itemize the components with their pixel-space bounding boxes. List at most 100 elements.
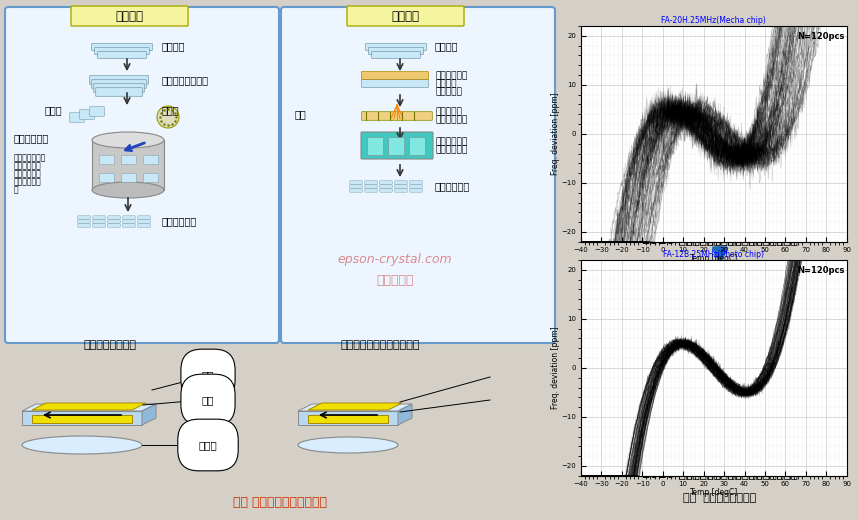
FancyBboxPatch shape — [108, 220, 120, 223]
FancyBboxPatch shape — [123, 220, 136, 223]
Text: 2016 规格振荡单元（光刻加工）的温度特性: 2016 规格振荡单元（光刻加工）的温度特性 — [642, 469, 798, 482]
FancyBboxPatch shape — [138, 220, 150, 223]
FancyBboxPatch shape — [365, 185, 378, 188]
FancyBboxPatch shape — [100, 155, 114, 164]
Bar — [92, 140, 164, 190]
Text: 切割（机械加工）: 切割（机械加工） — [162, 75, 209, 85]
FancyBboxPatch shape — [380, 181, 392, 184]
FancyBboxPatch shape — [108, 216, 120, 219]
Polygon shape — [308, 415, 388, 423]
FancyBboxPatch shape — [94, 48, 149, 55]
Text: 研磨剂和内壁: 研磨剂和内壁 — [14, 162, 42, 171]
FancyBboxPatch shape — [361, 72, 428, 80]
FancyBboxPatch shape — [362, 112, 432, 120]
FancyBboxPatch shape — [90, 107, 105, 116]
Title: FA-20H.25MHz(Mecha chip): FA-20H.25MHz(Mecha chip) — [662, 16, 766, 25]
Text: 倒角加工工艺: 倒角加工工艺 — [14, 133, 49, 143]
Text: 原来（倒角加工）: 原来（倒角加工） — [83, 340, 136, 350]
FancyBboxPatch shape — [372, 51, 420, 58]
Text: 电极: 电极 — [202, 395, 214, 405]
Text: （光刻胶）: （光刻胶） — [435, 87, 462, 97]
FancyBboxPatch shape — [395, 185, 408, 188]
Text: 研磨剂: 研磨剂 — [162, 105, 179, 115]
Text: 基片加工结束: 基片加工结束 — [162, 216, 197, 226]
Y-axis label: Freq. deviation [ppm]: Freq. deviation [ppm] — [551, 327, 559, 409]
Bar — [409, 137, 425, 155]
Polygon shape — [22, 411, 142, 425]
Text: 之间的摩擦来: 之间的摩擦来 — [14, 170, 42, 178]
FancyBboxPatch shape — [143, 155, 158, 164]
Text: 石英晶片: 石英晶片 — [162, 41, 185, 51]
Bar — [388, 137, 404, 155]
FancyBboxPatch shape — [93, 220, 106, 223]
Text: 石英晶片: 石英晶片 — [435, 41, 458, 51]
Text: 石英片: 石英片 — [45, 105, 62, 115]
Text: 膜的形成: 膜的形成 — [435, 80, 456, 88]
Text: 工: 工 — [14, 186, 19, 194]
FancyBboxPatch shape — [98, 51, 147, 58]
FancyBboxPatch shape — [92, 44, 153, 50]
Polygon shape — [308, 403, 402, 410]
Text: 机械加工: 机械加工 — [116, 9, 143, 22]
Polygon shape — [398, 404, 412, 425]
Polygon shape — [298, 411, 398, 425]
FancyBboxPatch shape — [78, 216, 90, 219]
FancyBboxPatch shape — [350, 189, 362, 192]
FancyBboxPatch shape — [94, 84, 144, 93]
FancyBboxPatch shape — [78, 224, 90, 227]
FancyBboxPatch shape — [361, 132, 433, 159]
FancyBboxPatch shape — [80, 110, 94, 119]
FancyBboxPatch shape — [92, 80, 147, 88]
Text: N=120pcs: N=120pcs — [797, 32, 844, 42]
Text: 使用蚀刻工艺: 使用蚀刻工艺 — [435, 137, 468, 147]
Circle shape — [157, 106, 179, 128]
Polygon shape — [22, 404, 156, 411]
FancyBboxPatch shape — [93, 224, 106, 227]
FancyBboxPatch shape — [410, 189, 422, 192]
FancyBboxPatch shape — [122, 174, 136, 183]
X-axis label: Temp.[degC]: Temp.[degC] — [690, 488, 738, 497]
Ellipse shape — [298, 437, 398, 453]
FancyBboxPatch shape — [380, 185, 392, 188]
FancyBboxPatch shape — [365, 189, 378, 192]
FancyBboxPatch shape — [369, 48, 423, 55]
Text: 原版: 原版 — [295, 109, 307, 119]
FancyBboxPatch shape — [361, 80, 428, 87]
FancyBboxPatch shape — [410, 185, 422, 188]
FancyBboxPatch shape — [69, 113, 84, 122]
FancyBboxPatch shape — [410, 181, 422, 184]
FancyBboxPatch shape — [281, 7, 555, 343]
Text: 图２ 石英片加工技术之比较: 图２ 石英片加工技术之比较 — [233, 496, 327, 509]
Text: epson-crystal.com: epson-crystal.com — [338, 253, 452, 266]
FancyBboxPatch shape — [138, 224, 150, 227]
FancyBboxPatch shape — [90, 76, 148, 84]
Text: 基片加工结束: 基片加工结束 — [435, 181, 470, 191]
Text: 印制蚀刻（印制蚀刻加工）: 印制蚀刻（印制蚀刻加工） — [341, 340, 420, 350]
FancyBboxPatch shape — [347, 6, 464, 26]
FancyBboxPatch shape — [143, 174, 158, 183]
FancyBboxPatch shape — [350, 181, 362, 184]
Text: 图３  温度特性偏差比较: 图３ 温度特性偏差比较 — [683, 493, 757, 503]
Polygon shape — [32, 403, 146, 410]
Text: N=120pcs: N=120pcs — [797, 266, 844, 276]
FancyBboxPatch shape — [122, 155, 136, 164]
Text: 进行石英片加: 进行石英片加 — [14, 177, 42, 187]
X-axis label: Temp.[degC]: Temp.[degC] — [690, 254, 738, 263]
Ellipse shape — [92, 182, 164, 198]
Text: 2520 规格振荡单元（机械加工）的温度特性: 2520 规格振荡单元（机械加工）的温度特性 — [642, 233, 798, 246]
FancyBboxPatch shape — [71, 6, 188, 26]
FancyBboxPatch shape — [138, 216, 150, 219]
Polygon shape — [298, 404, 412, 411]
FancyBboxPatch shape — [365, 181, 378, 184]
FancyBboxPatch shape — [395, 181, 408, 184]
Text: 保护膜、感光: 保护膜、感光 — [435, 71, 468, 81]
Text: 旋转液筒，利用: 旋转液筒，利用 — [14, 153, 46, 162]
Text: 截面图: 截面图 — [198, 440, 217, 450]
Bar — [367, 137, 383, 155]
FancyBboxPatch shape — [366, 44, 426, 50]
Polygon shape — [142, 404, 156, 425]
FancyBboxPatch shape — [108, 224, 120, 227]
Text: 曝光、显影: 曝光、显影 — [435, 108, 462, 116]
Text: 爱普生晶振: 爱普生晶振 — [377, 274, 414, 287]
Text: 进行形状加工: 进行形状加工 — [435, 146, 468, 154]
